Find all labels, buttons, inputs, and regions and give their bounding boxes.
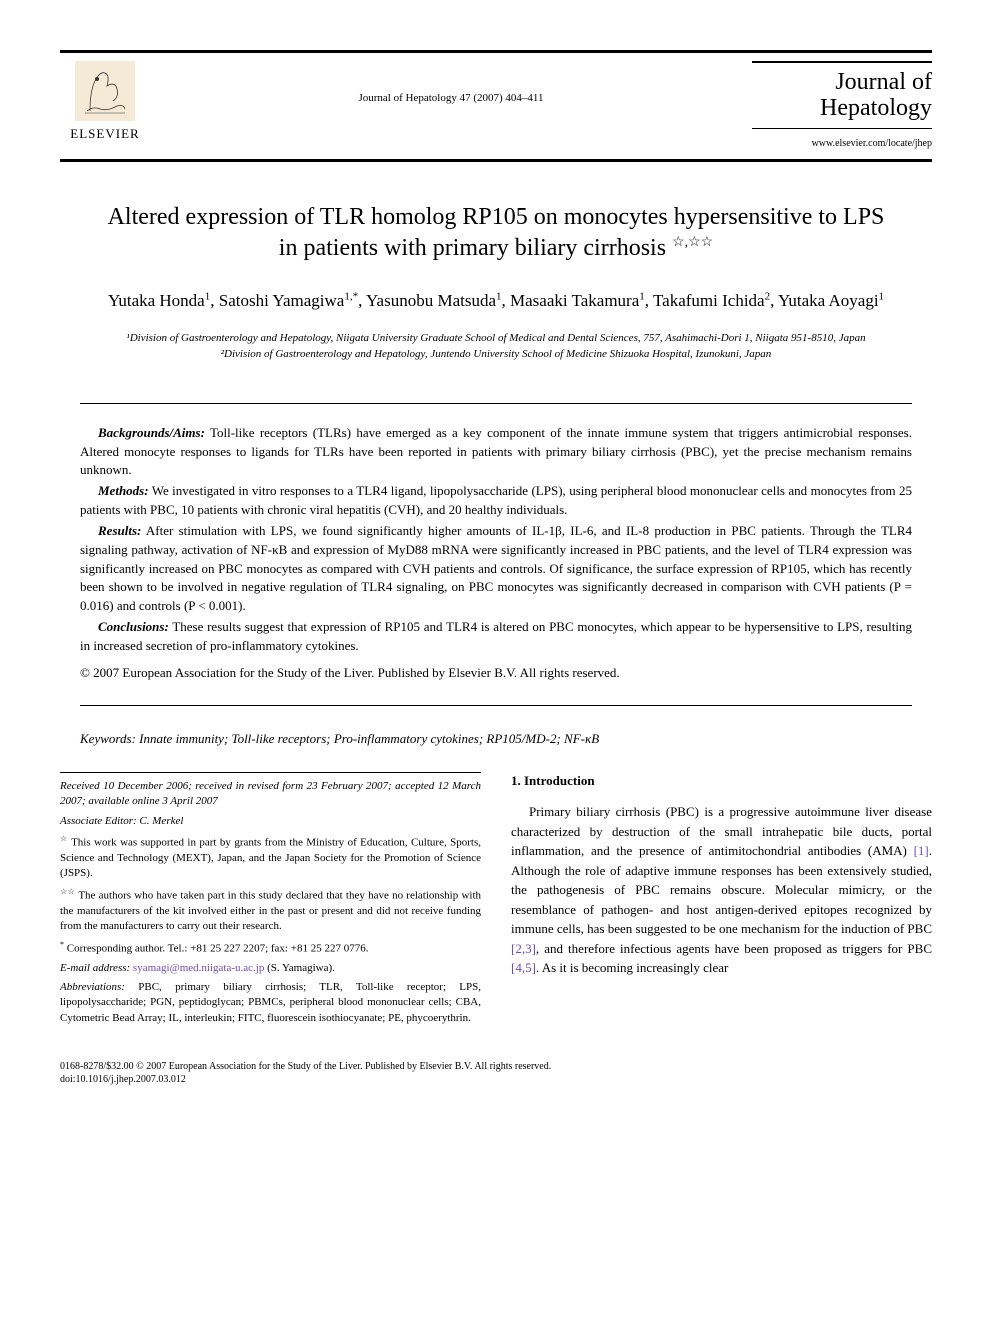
results-label: Results: [98, 523, 141, 538]
keywords-line: Keywords: Innate immunity; Toll-like rec… [80, 730, 912, 748]
keywords-label: Keywords: [80, 731, 136, 746]
intro-text-3: , and therefore infectious agents have b… [536, 941, 932, 956]
affiliation-1: ¹Division of Gastroenterology and Hepato… [60, 330, 932, 347]
journal-block: Journal of Hepatology www.elsevier.com/l… [752, 61, 932, 151]
abstract-results: Results: After stimulation with LPS, we … [80, 522, 912, 616]
email-suffix: (S. Yamagiwa). [264, 962, 335, 974]
corresponding-author: * Corresponding author. Tel.: +81 25 227… [60, 939, 481, 957]
methods-label: Methods: [98, 483, 149, 498]
journal-url[interactable]: www.elsevier.com/locate/jhep [752, 137, 932, 151]
citation-4-5[interactable]: [4,5] [511, 960, 536, 975]
footer-copyright: 0168-8278/$32.00 © 2007 European Associa… [60, 1060, 932, 1073]
journal-title-line1: Journal of [835, 69, 932, 95]
intro-text-4: . As it is becoming increasingly clear [536, 960, 728, 975]
citation-1[interactable]: [1] [914, 843, 929, 858]
conflict-footnote: ☆☆ The authors who have taken part in th… [60, 886, 481, 935]
body-columns: Received 10 December 2006; received in r… [60, 772, 932, 1030]
fn1-text: This work was supported in part by grant… [60, 837, 481, 880]
right-column: 1. Introduction Primary biliary cirrhosi… [511, 772, 932, 1030]
affiliation-2: ²Division of Gastroenterology and Hepato… [60, 346, 932, 363]
background-text: Toll-like receptors (TLRs) have emerged … [80, 425, 912, 478]
journal-title-line2: Hepatology [820, 95, 932, 121]
funding-footnote: ☆ This work was supported in part by gra… [60, 833, 481, 882]
title-footnote-marks: ☆,☆☆ [672, 235, 713, 250]
abstract-methods: Methods: We investigated in vitro respon… [80, 482, 912, 520]
left-column: Received 10 December 2006; received in r… [60, 772, 481, 1030]
page-header: ELSEVIER Journal of Hepatology 47 (2007)… [60, 50, 932, 162]
citation-2-3[interactable]: [2,3] [511, 941, 536, 956]
journal-title: Journal of Hepatology [752, 61, 932, 129]
author-list: Yutaka Honda1, Satoshi Yamagiwa1,*, Yasu… [60, 288, 932, 314]
abstract-conclusions: Conclusions: These results suggest that … [80, 618, 912, 656]
fn2-mark: ☆☆ [60, 887, 75, 896]
abbrev-label: Abbreviations: [60, 981, 125, 993]
fn1-mark: ☆ [60, 834, 68, 843]
associate-editor: Associate Editor: C. Merkel [60, 814, 481, 829]
email-label: E-mail address: [60, 962, 133, 974]
email-line: E-mail address: syamagi@med.niigata-u.ac… [60, 961, 481, 976]
abstract-copyright: © 2007 European Association for the Stud… [80, 664, 912, 683]
keywords-text: Innate immunity; Toll-like receptors; Pr… [136, 731, 599, 746]
conclusions-text: These results suggest that expression of… [80, 619, 912, 653]
affiliations: ¹Division of Gastroenterology and Hepato… [60, 330, 932, 363]
publisher-block: ELSEVIER [60, 61, 150, 143]
intro-text-1: Primary biliary cirrhosis (PBC) is a pro… [511, 804, 932, 858]
article-title: Altered expression of TLR homolog RP105 … [100, 202, 892, 264]
footer-doi: doi:10.1016/j.jhep.2007.03.012 [60, 1073, 932, 1086]
publisher-name: ELSEVIER [70, 125, 139, 143]
intro-heading: 1. Introduction [511, 772, 932, 790]
methods-text: We investigated in vitro responses to a … [80, 483, 912, 517]
elsevier-logo-icon [75, 61, 135, 121]
email-address[interactable]: syamagi@med.niigata-u.ac.jp [133, 962, 264, 974]
intro-paragraph: Primary biliary cirrhosis (PBC) is a pro… [511, 802, 932, 978]
abstract-block: Backgrounds/Aims: Toll-like receptors (T… [80, 403, 912, 706]
background-label: Backgrounds/Aims: [98, 425, 205, 440]
corr-text: Corresponding author. Tel.: +81 25 227 2… [64, 942, 368, 954]
conclusions-label: Conclusions: [98, 619, 169, 634]
article-history: Received 10 December 2006; received in r… [60, 779, 481, 810]
journal-reference: Journal of Hepatology 47 (2007) 404–411 [150, 61, 752, 106]
abbreviations: Abbreviations: PBC, primary biliary cirr… [60, 980, 481, 1026]
page-footer: 0168-8278/$32.00 © 2007 European Associa… [60, 1060, 932, 1086]
abstract-background: Backgrounds/Aims: Toll-like receptors (T… [80, 424, 912, 481]
title-text: Altered expression of TLR homolog RP105 … [108, 204, 885, 261]
fn2-text: The authors who have taken part in this … [60, 889, 481, 932]
results-text: After stimulation with LPS, we found sig… [80, 523, 912, 613]
